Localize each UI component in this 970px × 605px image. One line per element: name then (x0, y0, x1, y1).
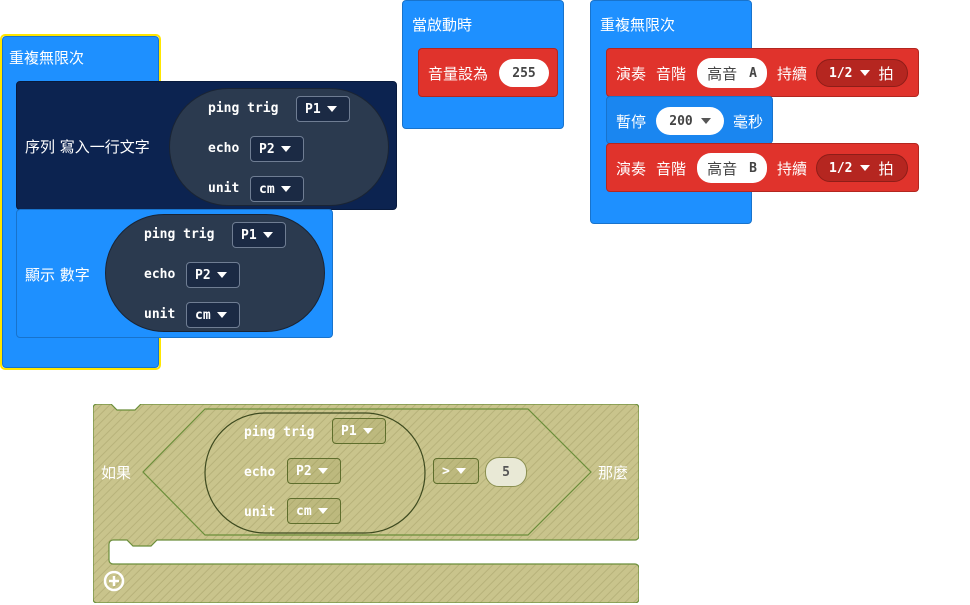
compare-value: 5 (502, 464, 510, 480)
beat-unit: 拍 (878, 64, 894, 83)
operator-dropdown[interactable]: > (433, 458, 479, 484)
chevron-down-icon (280, 146, 291, 152)
echo-pin-dropdown[interactable]: P2 (186, 262, 240, 288)
unit-label: unit (144, 307, 176, 322)
forever-title: 重複無限次 (600, 16, 676, 34)
play-label: 演奏 (616, 160, 647, 178)
ping-trig-label: ping trig (244, 425, 315, 440)
volume-input[interactable]: 255 (499, 59, 549, 87)
beat-unit: 拍 (878, 159, 894, 178)
chevron-down-icon (326, 106, 337, 112)
echo-pin-dropdown[interactable]: P2 (287, 458, 341, 484)
beat-dropdown[interactable]: 1/2 拍 (816, 59, 908, 87)
pause-unit: 毫秒 (733, 113, 764, 131)
echo-pin-value: P2 (195, 267, 211, 283)
trig-pin-dropdown[interactable]: P1 (332, 418, 386, 444)
echo-pin-dropdown[interactable]: P2 (250, 136, 304, 162)
note-value: 高音 (707, 159, 738, 178)
plus-circle-icon (103, 570, 125, 592)
serial-write-line-block[interactable]: 序列 寫入一行文字 ping trig P1 echo P2 unit cm (16, 81, 397, 210)
pause-value: 200 (669, 113, 693, 129)
duration-label: 持續 (777, 65, 808, 83)
then-label: 那麼 (598, 464, 629, 482)
echo-label: echo (208, 141, 240, 156)
chevron-down-icon (262, 232, 273, 238)
sonar-ping-reporter[interactable]: ping trig P1 echo P2 unit cm (169, 88, 389, 206)
note-key: B (749, 160, 757, 176)
chevron-down-icon (216, 312, 227, 318)
unit-dropdown[interactable]: cm (287, 498, 341, 524)
pause-dropdown[interactable]: 200 (656, 107, 724, 135)
ping-trig-label: ping trig (144, 227, 215, 242)
sonar-ping-reporter[interactable]: ping trig P1 echo P2 unit cm (105, 214, 325, 332)
unit-value: cm (259, 181, 275, 197)
unit-value: cm (195, 307, 211, 323)
chevron-down-icon (362, 428, 373, 434)
chevron-down-icon (860, 165, 871, 171)
trig-pin-dropdown[interactable]: P1 (296, 96, 350, 122)
beat-dropdown[interactable]: 1/2 拍 (816, 154, 908, 182)
on-start-title: 當啟動時 (412, 16, 473, 34)
play-tone-block-2[interactable]: 演奏 音階 高音 B 持續 1/2 拍 (606, 143, 919, 192)
note-picker[interactable]: 高音 A (697, 58, 767, 88)
chevron-down-icon (860, 70, 871, 76)
play-label: 演奏 (616, 65, 647, 83)
note-key: A (749, 65, 757, 81)
beat-value: 1/2 (829, 65, 853, 81)
echo-pin-value: P2 (296, 463, 312, 479)
add-else-button[interactable] (103, 570, 125, 592)
forever-title: 重複無限次 (9, 49, 85, 67)
unit-dropdown[interactable]: cm (250, 176, 304, 202)
set-volume-label: 音量設為 (428, 65, 489, 83)
serial-write-label: 序列 寫入一行文字 (25, 138, 150, 156)
trig-pin-value: P1 (305, 101, 321, 117)
set-volume-block[interactable]: 音量設為 255 (418, 48, 558, 97)
pause-label: 暫停 (616, 113, 647, 131)
volume-value: 255 (512, 65, 536, 81)
operator-value: > (442, 463, 450, 479)
ping-trig-label: ping trig (208, 101, 279, 116)
if-label: 如果 (101, 464, 132, 482)
unit-label: unit (208, 181, 240, 196)
echo-pin-value: P2 (259, 141, 275, 157)
chevron-down-icon (280, 186, 291, 192)
chevron-down-icon (455, 468, 466, 474)
trig-pin-value: P1 (241, 227, 257, 243)
note-value: 高音 (707, 64, 738, 83)
note-label: 音階 (656, 160, 687, 178)
if-then-block[interactable]: 如果 那麼 ping trig P1 echo P2 unit cm > 5 (93, 404, 639, 603)
note-picker[interactable]: 高音 B (697, 153, 767, 183)
echo-label: echo (144, 267, 176, 282)
chevron-down-icon (317, 508, 328, 514)
show-number-label: 顯示 數字 (25, 266, 90, 284)
if-block-shape (93, 404, 639, 603)
duration-label: 持續 (777, 160, 808, 178)
play-tone-block-1[interactable]: 演奏 音階 高音 A 持續 1/2 拍 (606, 48, 919, 97)
compare-value-input[interactable]: 5 (485, 457, 527, 487)
chevron-down-icon (317, 468, 328, 474)
beat-value: 1/2 (829, 160, 853, 176)
show-number-block[interactable]: 顯示 數字 ping trig P1 echo P2 unit cm (16, 209, 333, 338)
unit-value: cm (296, 503, 312, 519)
unit-label: unit (244, 505, 276, 520)
note-label: 音階 (656, 65, 687, 83)
echo-label: echo (244, 465, 276, 480)
pause-block[interactable]: 暫停 200 毫秒 (606, 96, 773, 144)
chevron-down-icon (216, 272, 227, 278)
trig-pin-value: P1 (341, 423, 357, 439)
trig-pin-dropdown[interactable]: P1 (232, 222, 286, 248)
unit-dropdown[interactable]: cm (186, 302, 240, 328)
chevron-down-icon (700, 118, 711, 124)
